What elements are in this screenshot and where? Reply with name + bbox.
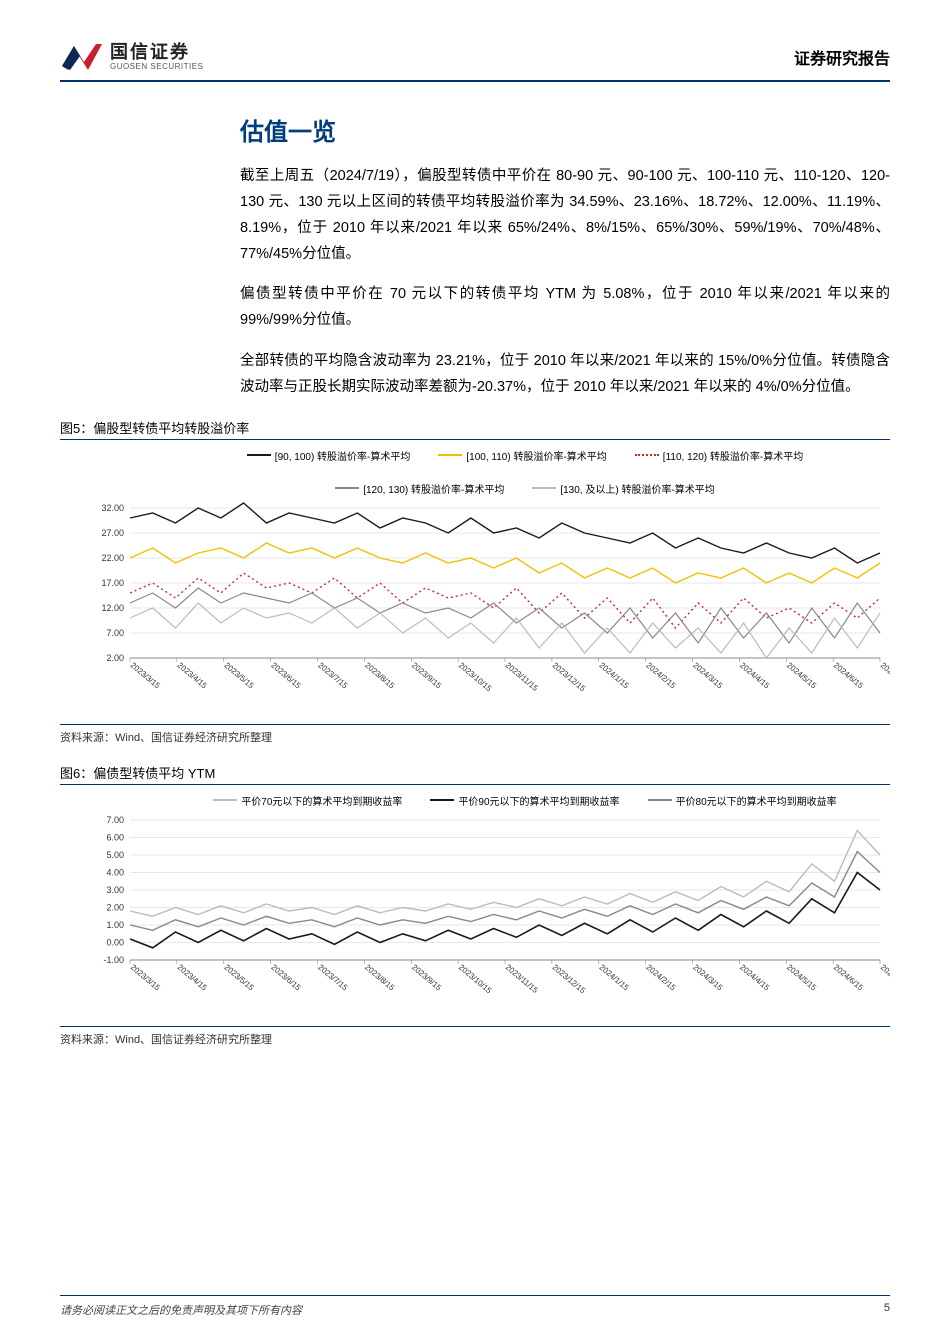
page-number: 5 — [884, 1302, 890, 1318]
svg-text:27.00: 27.00 — [101, 528, 124, 538]
svg-text:32.00: 32.00 — [101, 503, 124, 513]
svg-text:2024/1/15: 2024/1/15 — [597, 660, 630, 690]
svg-text:2023/7/15: 2023/7/15 — [316, 660, 349, 690]
svg-text:2023/10/15: 2023/10/15 — [457, 962, 494, 995]
figure5-label: 图5：偏股型转债平均转股溢价率 — [60, 418, 890, 440]
svg-text:-1.00: -1.00 — [103, 955, 124, 965]
logo-icon — [60, 40, 104, 74]
logo: 国信证券 GUOSEN SECURITIES — [60, 40, 203, 74]
svg-text:2024/7/15: 2024/7/15 — [879, 962, 890, 992]
svg-text:2023/8/15: 2023/8/15 — [363, 660, 396, 690]
svg-text:2023/3/15: 2023/3/15 — [129, 962, 162, 992]
figure6-svg: -1.00 0.00 1.00 2.00 3.00 4.00 5.00 6.00 7.00 202… — [60, 810, 890, 1020]
svg-text:2023/8/15: 2023/8/15 — [363, 962, 396, 992]
svg-text:2024/4/15: 2024/4/15 — [738, 962, 771, 992]
svg-text:2024/6/15: 2024/6/15 — [832, 962, 865, 992]
svg-text:2024/7/15: 2024/7/15 — [879, 660, 890, 690]
svg-text:2024/1/15: 2024/1/15 — [597, 962, 630, 992]
svg-text:2023/5/15: 2023/5/15 — [222, 962, 255, 992]
svg-text:2023/5/15: 2023/5/15 — [222, 660, 255, 690]
svg-text:5.00: 5.00 — [106, 850, 124, 860]
svg-text:2024/2/15: 2024/2/15 — [644, 962, 677, 992]
svg-text:2023/6/15: 2023/6/15 — [269, 962, 302, 992]
svg-text:12.00: 12.00 — [101, 603, 124, 613]
section-title: 估值一览 — [240, 112, 890, 147]
figure6-source: 资料来源：Wind、国信证券经济研究所整理 — [60, 1026, 890, 1047]
logo-en: GUOSEN SECURITIES — [110, 63, 203, 72]
svg-text:0.00: 0.00 — [106, 937, 124, 947]
svg-text:2024/5/15: 2024/5/15 — [785, 660, 818, 690]
svg-text:2024/3/15: 2024/3/15 — [691, 962, 724, 992]
svg-text:2024/3/15: 2024/3/15 — [691, 660, 724, 690]
svg-text:22.00: 22.00 — [101, 553, 124, 563]
body-paragraph: 全部转债的平均隐含波动率为 23.21%，位于 2010 年以来/2021 年以… — [240, 348, 890, 400]
svg-text:2023/12/15: 2023/12/15 — [551, 660, 588, 693]
figure6-label: 图6：偏债型转债平均 YTM — [60, 763, 890, 785]
svg-text:17.00: 17.00 — [101, 578, 124, 588]
figure5-svg: 2.00 7.00 12.00 17.00 22.00 27.00 32.00 2023/3/… — [60, 498, 890, 718]
svg-text:7.00: 7.00 — [106, 628, 124, 638]
svg-text:2023/11/15: 2023/11/15 — [504, 660, 540, 693]
figure5-chart: [90, 100) 转股溢价率-算术平均[100, 110) 转股溢价率-算术平… — [60, 442, 890, 718]
svg-text:1.00: 1.00 — [106, 920, 124, 930]
svg-text:2023/4/15: 2023/4/15 — [176, 962, 209, 992]
figure5-source: 资料来源：Wind、国信证券经济研究所整理 — [60, 724, 890, 745]
svg-text:7.00: 7.00 — [106, 815, 124, 825]
svg-text:2.00: 2.00 — [106, 902, 124, 912]
figure6-chart: 平价70元以下的算术平均到期收益率平价90元以下的算术平均到期收益率平价80元以… — [60, 787, 890, 1020]
svg-text:3.00: 3.00 — [106, 885, 124, 895]
svg-text:2023/3/15: 2023/3/15 — [129, 660, 162, 690]
svg-text:2023/4/15: 2023/4/15 — [176, 660, 209, 690]
figure6-legend: 平价70元以下的算术平均到期收益率平价90元以下的算术平均到期收益率平价80元以… — [60, 787, 890, 810]
svg-text:4.00: 4.00 — [106, 867, 124, 877]
report-type: 证券研究报告 — [794, 45, 890, 69]
svg-text:2023/10/15: 2023/10/15 — [457, 660, 494, 693]
page-header: 国信证券 GUOSEN SECURITIES 证券研究报告 — [60, 40, 890, 82]
svg-text:2024/6/15: 2024/6/15 — [832, 660, 865, 690]
svg-text:6.00: 6.00 — [106, 832, 124, 842]
svg-text:2024/2/15: 2024/2/15 — [644, 660, 677, 690]
svg-text:2023/7/15: 2023/7/15 — [316, 962, 349, 992]
logo-cn: 国信证券 — [110, 43, 203, 63]
figure5-legend: [90, 100) 转股溢价率-算术平均[100, 110) 转股溢价率-算术平… — [60, 442, 890, 498]
svg-text:2023/12/15: 2023/12/15 — [551, 962, 588, 995]
svg-text:2024/5/15: 2024/5/15 — [785, 962, 818, 992]
svg-text:2024/4/15: 2024/4/15 — [738, 660, 771, 690]
page-footer: 请务必阅读正文之后的免责声明及其项下所有内容 5 — [60, 1295, 890, 1318]
svg-text:2023/11/15: 2023/11/15 — [504, 962, 540, 995]
footer-text: 请务必阅读正文之后的免责声明及其项下所有内容 — [60, 1302, 302, 1318]
svg-text:2023/6/15: 2023/6/15 — [269, 660, 302, 690]
body-paragraph: 偏债型转债中平价在 70 元以下的转债平均 YTM 为 5.08%，位于 201… — [240, 281, 890, 333]
svg-text:2.00: 2.00 — [106, 653, 124, 663]
body-paragraph: 截至上周五（2024/7/19），偏股型转债中平价在 80-90 元、90-10… — [240, 163, 890, 267]
svg-text:2023/9/15: 2023/9/15 — [410, 660, 443, 690]
svg-text:2023/9/15: 2023/9/15 — [410, 962, 443, 992]
